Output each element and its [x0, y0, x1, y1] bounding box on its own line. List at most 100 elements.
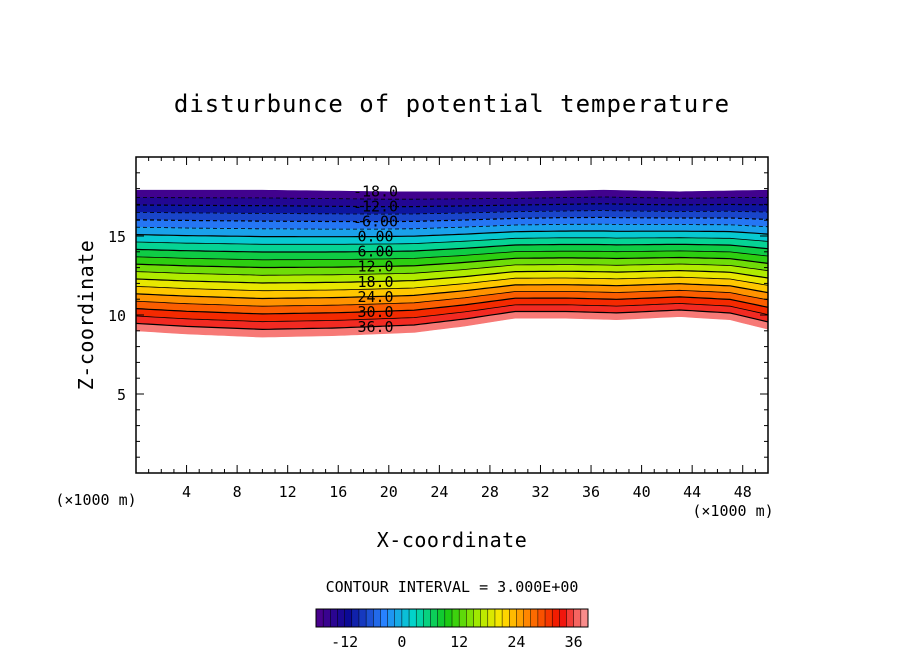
colorbar-cell	[337, 609, 345, 627]
colorbar-cell	[530, 609, 539, 627]
colorbar-cell	[452, 609, 460, 627]
contour-line	[136, 223, 768, 230]
contour-interval-label: CONTOUR INTERVAL = 3.000E+00	[326, 578, 579, 596]
colorbar-tick-label: 24	[507, 633, 525, 651]
x-tick-label: 28	[481, 483, 499, 501]
colorbar-cell	[545, 609, 553, 627]
colorbar-cell	[509, 609, 517, 627]
colorbar-cell	[351, 609, 360, 627]
colorbar-cell	[494, 609, 503, 627]
colorbar-cell	[516, 609, 524, 627]
colorbar-cell	[373, 609, 381, 627]
colorbar-tick-labels: -12 0 12 24 36	[331, 633, 583, 651]
contour-lines	[136, 196, 768, 331]
x-tick-label: 48	[734, 483, 752, 501]
colorbar-cell	[380, 609, 388, 627]
x-tick-label: 4	[182, 483, 191, 501]
colorbar-cell	[552, 609, 560, 627]
x-tick-label: 20	[380, 483, 398, 501]
contour-line	[136, 230, 768, 238]
contour-labels: -18.0-12.0-6.000.006.0012.018.024.030.03…	[353, 182, 398, 336]
colorbar-cell	[416, 609, 424, 627]
colorbar-cell	[573, 609, 582, 627]
colorbar-cell	[316, 609, 324, 627]
x-tick-label: 32	[531, 483, 549, 501]
contour-label: 12.0	[357, 258, 393, 276]
x-tick-label: 16	[329, 483, 347, 501]
x-unit-label: (×1000 m)	[692, 502, 773, 520]
x-tick-label: 44	[683, 483, 701, 501]
contour-label: 18.0	[357, 273, 393, 291]
colorbar-cell	[366, 609, 374, 627]
colorbar-cell	[430, 609, 438, 627]
colorbar-tick-label: 0	[397, 633, 406, 651]
colorbar-cell	[502, 609, 510, 627]
contour-line	[136, 309, 768, 331]
contour-line	[136, 296, 768, 315]
contour-label: 0.00	[357, 228, 393, 246]
colorbar-cell	[423, 609, 431, 627]
colorbar-cell	[444, 609, 453, 627]
colorbar-cell	[344, 609, 353, 627]
colorbar-cell	[537, 609, 546, 627]
colorbar-tick-label: -12	[331, 633, 358, 651]
contour-label: -18.0	[353, 182, 398, 200]
colorbar-cell	[480, 609, 489, 627]
contour-line	[136, 237, 768, 245]
contour-line	[136, 203, 768, 208]
contour-label: 24.0	[357, 288, 393, 306]
y-tick-label: 15	[108, 228, 126, 246]
colorbar-frame	[315, 608, 589, 628]
x-tick-labels: 4 8 12 16 20 24 28 32 36 40 44 48	[182, 483, 752, 501]
contour-label: -6.00	[353, 213, 398, 231]
contour-label: -12.0	[353, 198, 398, 216]
contour-label: 36.0	[357, 318, 393, 336]
contour-label: 30.0	[357, 303, 393, 321]
colorbar-cell	[566, 609, 574, 627]
y-tick-labels: 5 10 15	[108, 228, 126, 404]
colorbar-tick-label: 12	[450, 633, 468, 651]
contour-line	[136, 250, 768, 261]
contour-line	[136, 263, 768, 276]
colorbar-cell	[523, 609, 532, 627]
colorbar-cell	[409, 609, 417, 627]
colorbar-cell	[466, 609, 474, 627]
colorbar-cell	[437, 609, 446, 627]
contour-line	[136, 302, 768, 323]
colorbar-cell	[387, 609, 396, 627]
y-tick-label: 5	[117, 386, 126, 404]
x-tick-label: 36	[582, 483, 600, 501]
contour-line	[136, 216, 768, 223]
x-axis-label: X-coordinate	[377, 528, 528, 552]
y-axis-label: Z-coordinate	[74, 240, 98, 391]
contour-line	[136, 269, 768, 284]
colorbar-cell	[330, 609, 338, 627]
colorbar-cell	[559, 609, 567, 627]
contour-line	[136, 276, 768, 292]
colorbar-cell	[580, 609, 589, 627]
y-unit-label: (×1000 m)	[55, 491, 136, 509]
contour-line	[136, 283, 768, 300]
x-tick-label: 8	[233, 483, 242, 501]
contour-line	[136, 289, 768, 307]
colorbar-cell	[459, 609, 467, 627]
contour-line	[136, 196, 768, 200]
x-tick-label: 12	[279, 483, 297, 501]
x-tick-label: 24	[430, 483, 448, 501]
contour-line	[136, 256, 768, 269]
colorbar-cell	[323, 609, 331, 627]
colorbar-cell	[487, 609, 496, 627]
y-tick-label: 10	[108, 307, 126, 325]
colorbar	[315, 608, 589, 628]
axis-ticks	[136, 157, 768, 473]
contour-label: 6.00	[357, 243, 393, 261]
colorbar-cell	[473, 609, 481, 627]
chart-title: disturbunce of potential temperature	[174, 90, 730, 118]
colorbar-tick-label: 36	[565, 633, 583, 651]
colorbar-cell	[401, 609, 410, 627]
contour-line	[136, 243, 768, 253]
x-tick-label: 40	[633, 483, 651, 501]
contour-line	[136, 210, 768, 215]
colorbar-cell	[358, 609, 367, 627]
